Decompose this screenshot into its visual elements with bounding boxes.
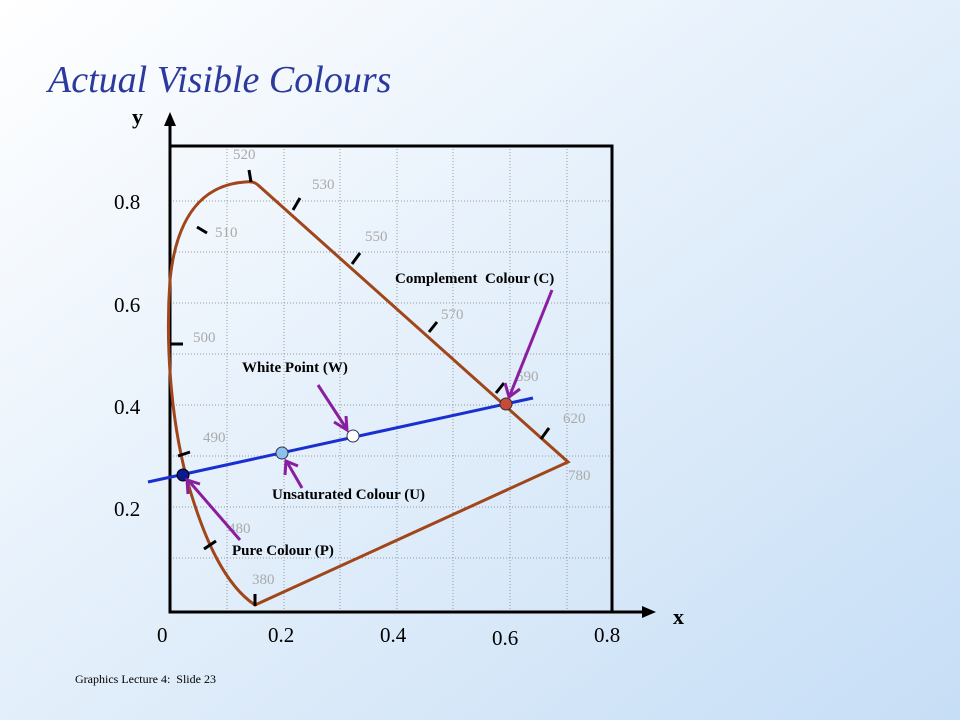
annotation: Pure Colour (P) — [232, 543, 334, 559]
wavelength-label: 570 — [441, 307, 464, 323]
y-axis-label: y — [132, 104, 143, 129]
x-tick-label: 0.4 — [380, 623, 407, 647]
y-tick-label: 0.6 — [114, 293, 140, 317]
wavelength-label: 620 — [563, 411, 586, 427]
white-point — [346, 429, 360, 443]
wavelength-label: 780 — [568, 468, 591, 484]
wavelength-label: 530 — [312, 177, 335, 193]
annotation: Unsaturated Colour (U) — [272, 487, 425, 503]
mixing-line — [147, 396, 534, 484]
annotation: White Point (W) — [242, 360, 348, 376]
wavelength-label: 520 — [233, 147, 256, 163]
wavelength-label: 490 — [203, 430, 226, 446]
x-axis-label: x — [673, 604, 684, 629]
unsaturated-point — [275, 446, 289, 460]
wavelength-label: 590 — [516, 369, 539, 385]
x-arrow — [642, 606, 656, 618]
wavelength-label: 510 — [215, 225, 238, 241]
footer: Graphics Lecture 4: Slide 23 — [75, 672, 216, 686]
wavelength-label: 380 — [252, 572, 275, 588]
wavelength-ticks — [170, 169, 551, 606]
y-tick-label: 0.2 — [114, 497, 140, 521]
annotation: Complement Colour (C) — [395, 271, 554, 287]
wavelength-label: 550 — [365, 229, 388, 245]
x-tick-label: 0.8 — [594, 623, 620, 647]
slide-title: Actual Visible Colours — [45, 59, 391, 101]
y-tick-label: 0.8 — [114, 190, 140, 214]
x-tick-label: 0 — [157, 623, 168, 647]
x-tick-label: 0.2 — [268, 623, 294, 647]
spectral-locus — [166, 180, 571, 607]
arrows — [185, 289, 554, 541]
y-tick-label: 0.4 — [114, 395, 141, 419]
wavelength-label: 500 — [193, 330, 216, 346]
complement-point — [499, 397, 513, 411]
x-tick-label: 0.6 — [492, 626, 518, 650]
y-arrow — [164, 112, 176, 126]
pure-colour-point — [176, 468, 190, 482]
